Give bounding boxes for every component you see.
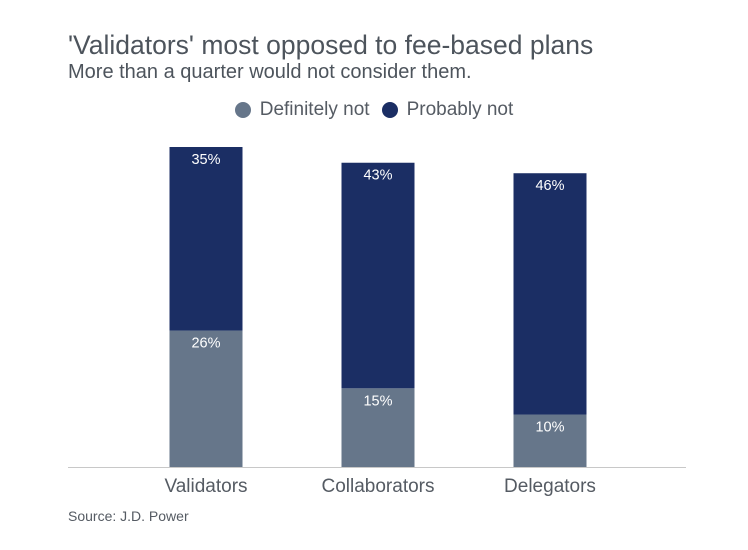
chart-subtitle: More than a quarter would not consider t… xyxy=(68,61,472,83)
legend-item-definitely-not: Definitely not xyxy=(234,99,370,121)
data-label-collaborators-probably-not: 43% xyxy=(363,168,392,184)
bar-collaborators-definitely-not xyxy=(341,388,415,467)
legend-item-probably-not: Probably not xyxy=(381,99,514,121)
bar-delegators-definitely-not xyxy=(513,414,587,467)
data-label-delegators-definitely-not: 10% xyxy=(535,420,564,436)
source-note: Source: J.D. Power xyxy=(68,508,189,524)
x-tick-label-validators: Validators xyxy=(164,476,247,497)
bar-delegators-probably-not xyxy=(513,173,587,415)
chart-title: 'Validators' most opposed to fee-based p… xyxy=(68,30,594,60)
bar-validators-definitely-not xyxy=(169,330,243,467)
data-label-delegators-probably-not: 46% xyxy=(535,178,564,194)
legend: Definitely not Probably not xyxy=(0,99,748,121)
data-label-validators-probably-not: 35% xyxy=(191,152,220,168)
legend-swatch-definitely-not xyxy=(234,102,251,118)
x-tick-label-collaborators: Collaborators xyxy=(322,476,435,497)
legend-label-probably-not: Probably not xyxy=(406,99,514,120)
legend-swatch-probably-not xyxy=(381,102,398,118)
data-label-validators-definitely-not: 26% xyxy=(191,336,220,352)
bar-validators-probably-not xyxy=(169,147,243,331)
bar-collaborators-probably-not xyxy=(341,162,415,389)
x-tick-label-delegators: Delegators xyxy=(504,476,596,497)
legend-label-definitely-not: Definitely not xyxy=(259,99,370,120)
data-label-collaborators-definitely-not: 15% xyxy=(363,393,392,409)
